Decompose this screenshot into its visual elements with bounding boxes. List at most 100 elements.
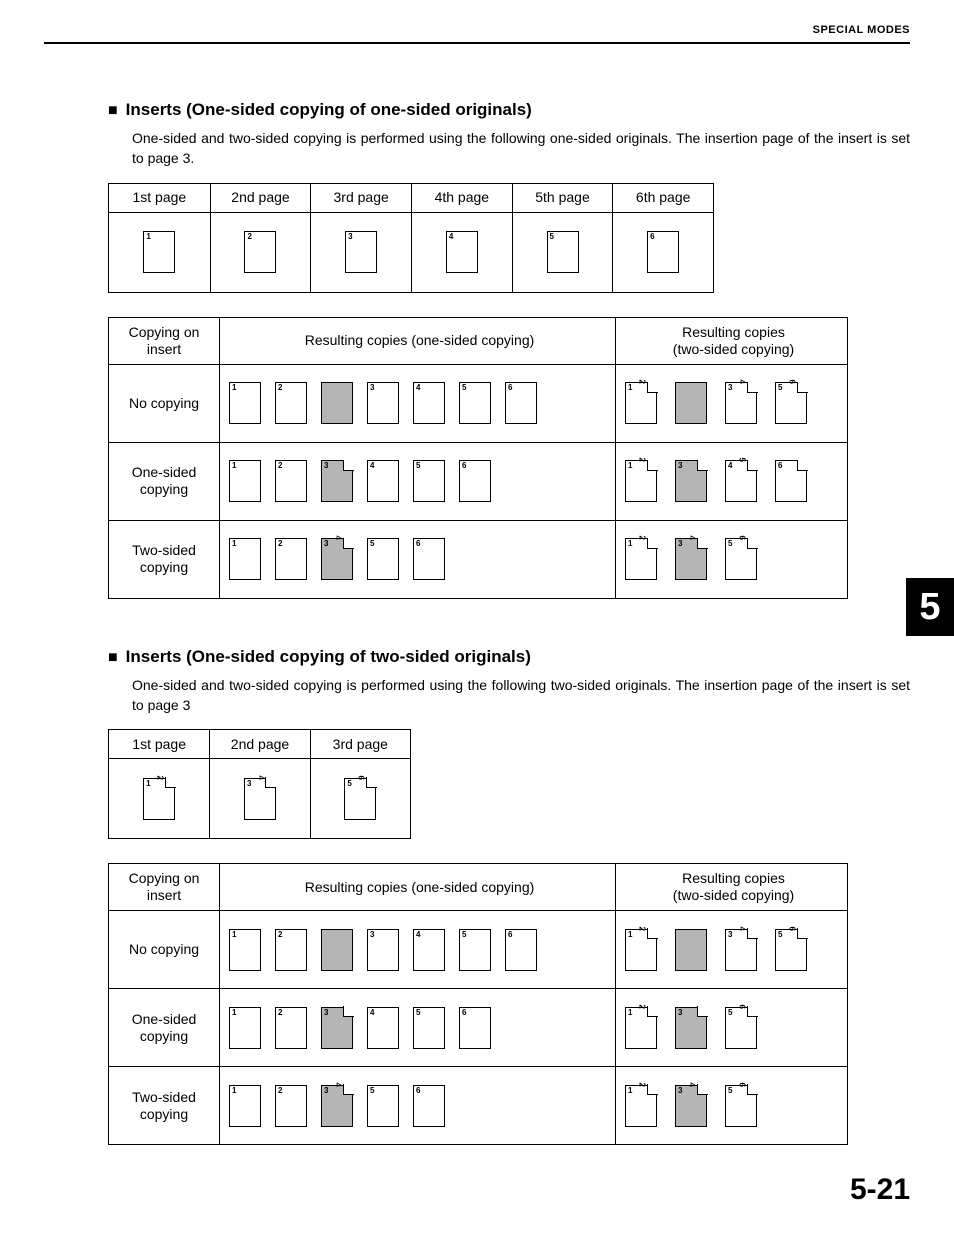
page-icon: 2 (275, 1085, 307, 1127)
page-icon: 5 (459, 382, 491, 424)
page-icon: 12 (625, 382, 657, 424)
column-header: 4th page (411, 184, 512, 212)
page-number-label: 3 (678, 462, 682, 470)
page-back-label: 2 (155, 775, 163, 779)
two-sided-result: 123456 (615, 910, 847, 988)
originals-cell: 1 (109, 212, 210, 292)
page-number-label: 5 (370, 540, 374, 548)
chapter-number: 5 (919, 586, 940, 629)
page-number-label: 6 (462, 462, 466, 470)
page-back-label: 2 (637, 1004, 645, 1008)
page-back-label: 4 (737, 380, 745, 384)
page-icon: 2 (275, 1007, 307, 1049)
page-number-label: 6 (416, 1087, 420, 1095)
page-back-label: 2 (637, 536, 645, 540)
page-icon: 3 (345, 231, 377, 273)
page-number: 5-21 (850, 1173, 910, 1207)
page-number-label: 1 (628, 931, 632, 939)
page-number-label: 6 (650, 233, 654, 241)
page-number-label: 1 (628, 540, 632, 548)
page-number-label: 4 (370, 462, 374, 470)
page-icon: 6 (459, 460, 491, 502)
page-number-label: 4 (416, 384, 420, 392)
page-icon: 3 (367, 929, 399, 971)
section-title: ■Inserts (One-sided copying of one-sided… (108, 100, 910, 120)
page-number-label: 4 (416, 931, 420, 939)
page-icon: 1 (229, 1085, 261, 1127)
page-back-label: 6 (737, 536, 745, 540)
page-number-label: 5 (462, 931, 466, 939)
page-icon: 6 (413, 1085, 445, 1127)
page-icon: 3 (321, 460, 353, 502)
originals-table: 1st page2nd page3rd page123456 (108, 729, 411, 839)
originals-table: 1st page2nd page3rd page4th page5th page… (108, 183, 714, 293)
page-number-label: 3 (324, 1009, 328, 1017)
column-header: 1st page (109, 730, 209, 758)
originals-cell: 6 (612, 212, 713, 292)
page-number-label: 5 (416, 462, 420, 470)
one-sided-result: 123456 (219, 364, 615, 442)
page-icon: 5 (413, 460, 445, 502)
page-number-label: 1 (146, 780, 150, 788)
page-number-label: 5 (462, 384, 466, 392)
page-icon: 34 (321, 1085, 353, 1127)
page-back-label: 4 (256, 775, 264, 779)
one-sided-result: 123456 (219, 520, 615, 598)
page-back-label: 4 (333, 536, 341, 540)
page-number-label: 6 (508, 384, 512, 392)
page-icon: 3 (675, 460, 707, 502)
column-header: Resulting copies (one-sided copying) (219, 318, 615, 364)
page-number-label: 6 (462, 1009, 466, 1017)
page-icon: 1 (229, 1007, 261, 1049)
page-icon: 6 (775, 460, 807, 502)
page-icon: 34 (244, 778, 276, 820)
header-label: SPECIAL MODES (813, 24, 910, 36)
page-icon: 45 (725, 460, 757, 502)
page-number-label: 1 (232, 931, 236, 939)
page-number-label: 6 (778, 462, 782, 470)
page-icon: 4 (413, 382, 445, 424)
page-number-label: 1 (232, 1009, 236, 1017)
page-icon: 4 (413, 929, 445, 971)
page-back-label: 2 (637, 380, 645, 384)
page-back-label: 4 (737, 926, 745, 930)
page-icon: 34 (321, 538, 353, 580)
page-icon: 56 (725, 1085, 757, 1127)
one-sided-result: 123456 (219, 910, 615, 988)
page-icon: 5 (459, 929, 491, 971)
page-number-label: 3 (370, 384, 374, 392)
page-icon: 6 (647, 231, 679, 273)
page-back-label: 6 (737, 1082, 745, 1086)
page-number-label: 1 (232, 1087, 236, 1095)
section-body: One-sided and two-sided copying is perfo… (132, 128, 910, 169)
page-icon: 6 (459, 1007, 491, 1049)
column-header: Copying oninsert (109, 864, 219, 910)
page-icon: 4 (367, 460, 399, 502)
page-icon: 12 (625, 929, 657, 971)
originals-cell: 3 (310, 212, 411, 292)
row-label: One-sidedcopying (109, 988, 219, 1066)
column-header: Resulting copies (one-sided copying) (219, 864, 615, 910)
page-icon: 56 (344, 778, 376, 820)
page-icon: 5 (413, 1007, 445, 1049)
page-icon: 3 (367, 382, 399, 424)
page-number-label: 2 (278, 540, 282, 548)
page-icon: 2 (275, 929, 307, 971)
one-sided-result: 123456 (219, 1066, 615, 1144)
page-icon (675, 929, 707, 971)
page-icon: 56 (725, 538, 757, 580)
page-number-label: 3 (324, 540, 328, 548)
page-number-label: 4 (370, 1009, 374, 1017)
two-sided-result: 123456 (615, 442, 847, 520)
row-label: One-sidedcopying (109, 442, 219, 520)
page-number-label: 1 (628, 1009, 632, 1017)
originals-cell: 56 (310, 758, 410, 838)
page-back-label: 4 (687, 536, 695, 540)
page-icon: 3 (675, 1007, 707, 1049)
page-icon: 34 (725, 929, 757, 971)
page-number-label: 3 (324, 1087, 328, 1095)
page-back-label: 2 (637, 1082, 645, 1086)
page-icon: 56 (725, 1007, 757, 1049)
results-table: Copying oninsertResulting copies (one-si… (108, 317, 848, 599)
page-back-label: 4 (333, 1082, 341, 1086)
